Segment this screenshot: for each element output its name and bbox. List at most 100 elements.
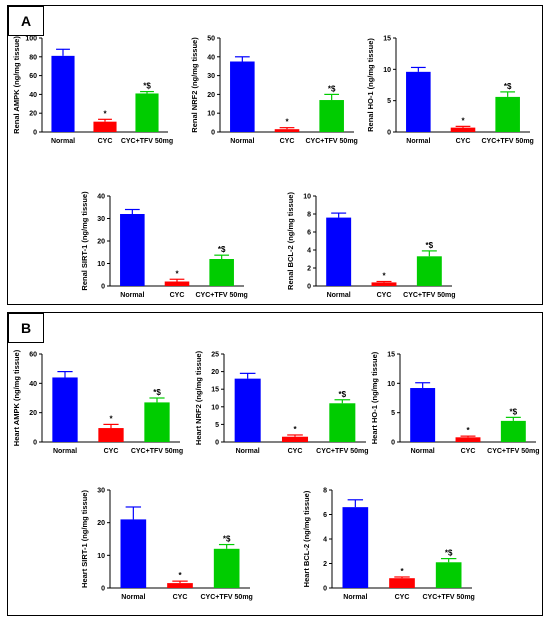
x-tick-label: Normal <box>230 138 254 145</box>
bar-cyc <box>450 127 476 132</box>
y-tick-label: 2 <box>323 561 327 568</box>
panel-a: A <box>7 5 543 305</box>
y-tick-label: 50 <box>207 36 215 43</box>
y-tick-label: 5 <box>391 410 395 417</box>
chart-renal-nrf2: Renal NRF2 (ng/mg tissue) 0 10 20 30 40 50 Norm… <box>190 36 358 146</box>
bar-cyc <box>98 428 124 442</box>
y-tick-label: 25 <box>211 352 219 359</box>
panel-b-label: B <box>8 313 44 343</box>
bar-cyc <box>281 436 309 442</box>
y-tick-label: 10 <box>383 67 391 74</box>
significance-label: * <box>103 109 107 118</box>
y-tick-label: 60 <box>29 73 37 80</box>
y-tick-label: 60 <box>29 352 37 359</box>
y-tick-label: 30 <box>97 488 105 495</box>
bar-normal <box>410 388 436 442</box>
panel-a-label: A <box>8 6 44 36</box>
y-tick-label: 6 <box>323 512 327 519</box>
bar-normal <box>51 55 75 132</box>
x-tick-label: Normal <box>327 292 351 299</box>
y-tick-label: 40 <box>207 54 215 61</box>
significance-label: *$ <box>426 241 434 250</box>
y-tick-label: 40 <box>97 194 105 201</box>
y-tick-label: 10 <box>387 381 395 388</box>
bar-cyc <box>455 437 481 442</box>
x-tick-label: CYC+TFV 50mg <box>196 292 248 299</box>
bar-cyc <box>274 129 300 132</box>
y-tick-label: 0 <box>387 130 391 137</box>
significance-label: * <box>178 571 182 580</box>
x-tick-label: Normal <box>411 448 435 455</box>
y-tick-label: 15 <box>387 352 395 359</box>
y-tick-label: 0 <box>211 130 215 137</box>
y-tick-label: 30 <box>207 73 215 80</box>
y-axis-label: Heart BCL-2 (ng/mg tissue) <box>302 490 311 587</box>
x-tick-label: Normal <box>53 448 77 455</box>
y-axis-label: Heart NRF2 (ng/mg tissue) <box>194 350 203 445</box>
x-tick-label: CYC <box>395 594 410 601</box>
y-tick-label: 0 <box>101 284 105 291</box>
x-tick-label: CYC+TFV 50mg <box>201 594 253 601</box>
y-tick-label: 20 <box>29 410 37 417</box>
bar-normal <box>230 61 255 132</box>
y-axis-label: Renal HO-1 (ng/mg tissue) <box>366 38 375 132</box>
x-tick-label: CYC <box>461 448 476 455</box>
x-tick-label: CYC+TFV 50mg <box>316 448 368 455</box>
bar-normal <box>52 377 78 442</box>
y-tick-label: 10 <box>211 404 219 411</box>
y-tick-label: 15 <box>211 387 219 394</box>
x-tick-label: CYC <box>173 594 188 601</box>
significance-label: * <box>382 272 386 281</box>
bar-cyc-tfv-50mg <box>209 259 234 286</box>
significance-label: *$ <box>223 535 231 544</box>
y-tick-label: 4 <box>323 537 327 544</box>
y-tick-label: 5 <box>387 98 391 105</box>
y-tick-label: 0 <box>307 284 311 291</box>
bar-cyc-tfv-50mg <box>319 100 344 132</box>
x-tick-label: CYC <box>104 448 119 455</box>
y-tick-label: 20 <box>97 520 105 527</box>
y-tick-label: 100 <box>25 36 37 43</box>
bar-cyc <box>389 578 415 588</box>
y-axis-label: Heart AMPK (ng/mg tissue) <box>12 349 21 446</box>
bar-normal <box>234 378 261 442</box>
bar-normal <box>406 71 431 132</box>
chart-heart-ampk: Heart AMPK (ng/mg tissue) 0 20 40 60 Normal * C… <box>12 349 183 455</box>
y-axis-label: Renal SIRT-1 (ng/mg tissue) <box>80 191 89 291</box>
y-tick-label: 0 <box>215 440 219 447</box>
y-tick-label: 0 <box>33 130 37 137</box>
panel-b: B <box>7 312 543 616</box>
y-tick-label: 0 <box>323 586 327 593</box>
y-axis-label: Renal NRF2 (ng/mg tissue) <box>190 37 199 133</box>
y-tick-label: 4 <box>307 248 311 255</box>
x-tick-label: CYC+TFV 50mg <box>121 138 173 145</box>
y-tick-label: 20 <box>97 239 105 246</box>
x-tick-label: CYC+TFV 50mg <box>423 594 475 601</box>
y-tick-label: 2 <box>307 266 311 273</box>
x-tick-label: CYC+TFV 50mg <box>482 138 534 145</box>
bar-cyc-tfv-50mg <box>144 402 170 442</box>
y-tick-label: 30 <box>97 216 105 223</box>
bar-cyc-tfv-50mg <box>495 96 520 132</box>
y-tick-label: 80 <box>29 54 37 61</box>
x-tick-label: CYC <box>280 138 295 145</box>
x-tick-label: Normal <box>406 138 430 145</box>
y-tick-label: 8 <box>307 212 311 219</box>
y-tick-label: 10 <box>207 111 215 118</box>
x-tick-label: CYC+TFV 50mg <box>131 448 183 455</box>
y-tick-label: 20 <box>207 92 215 99</box>
significance-label: *$ <box>510 407 518 416</box>
x-tick-label: Normal <box>120 292 144 299</box>
y-tick-label: 0 <box>391 440 395 447</box>
significance-label: *$ <box>328 84 336 93</box>
y-tick-label: 10 <box>97 553 105 560</box>
significance-label: *$ <box>218 245 226 254</box>
bar-cyc-tfv-50mg <box>329 403 356 442</box>
significance-label: * <box>285 118 289 127</box>
chart-heart-bcl2: Heart BCL-2 (ng/mg tissue) 0 2 4 6 8 Normal * CY… <box>302 488 475 602</box>
significance-label: * <box>400 567 404 576</box>
y-tick-label: 6 <box>307 230 311 237</box>
significance-label: *$ <box>445 549 453 558</box>
significance-label: * <box>175 269 179 278</box>
y-tick-label: 40 <box>29 381 37 388</box>
